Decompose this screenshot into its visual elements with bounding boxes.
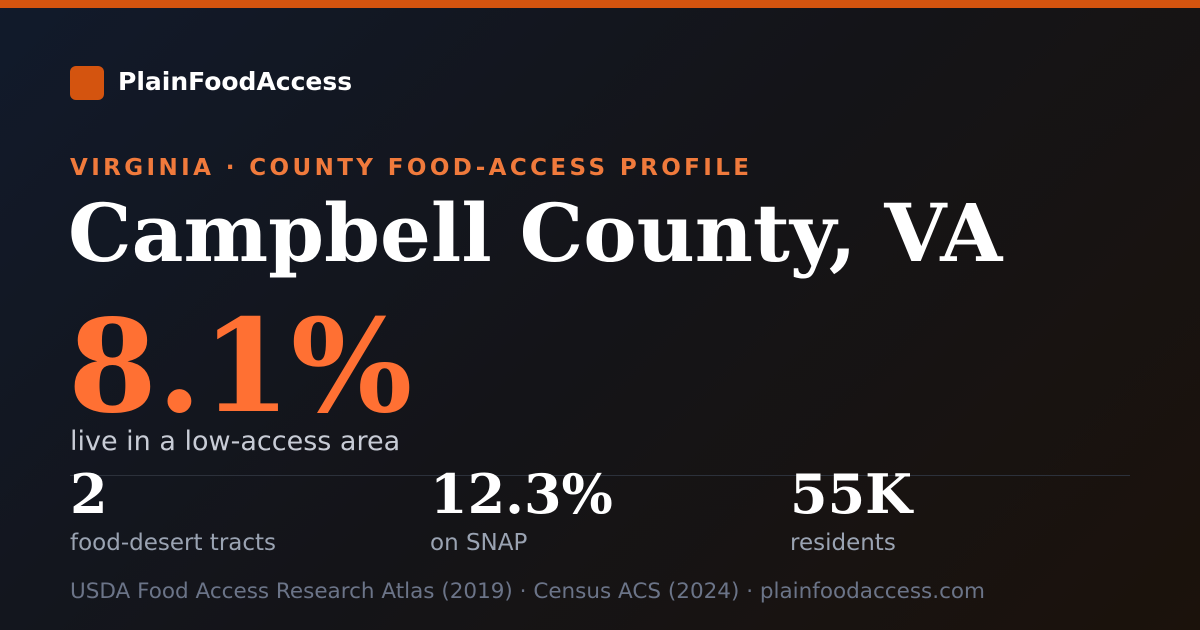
headline-value: 8.1% — [68, 292, 413, 442]
top-accent-bar — [0, 0, 1200, 8]
stat-label: food-desert tracts — [70, 530, 277, 556]
eyebrow: VIRGINIA · COUNTY FOOD-ACCESS PROFILE — [70, 155, 753, 181]
title: Campbell County, VA — [68, 186, 1003, 280]
stat-value: 55K — [790, 462, 913, 526]
headline-label: live in a low-access area — [70, 426, 401, 457]
brand-name: PlainFoodAccess — [118, 67, 353, 96]
divider — [70, 475, 1130, 476]
stat-label: on SNAP — [430, 530, 528, 556]
stat-label: residents — [790, 530, 896, 556]
brand-logo — [70, 66, 104, 100]
stat-value: 2 — [70, 462, 108, 526]
footer-sources: USDA Food Access Research Atlas (2019) ·… — [70, 579, 985, 604]
stat-value: 12.3% — [430, 462, 613, 526]
